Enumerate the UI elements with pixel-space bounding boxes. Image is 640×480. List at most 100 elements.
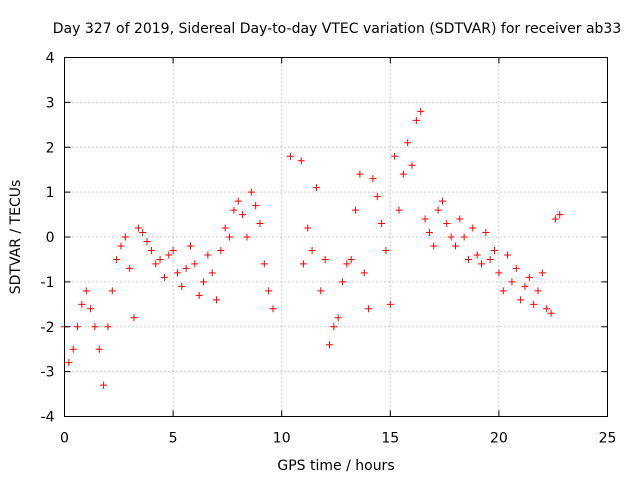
data-point-marker xyxy=(230,206,238,214)
data-point-marker xyxy=(191,260,199,268)
y-axis-label: SDTVAR / TECUs xyxy=(8,180,24,295)
data-point-marker xyxy=(543,305,551,313)
data-point-marker xyxy=(182,264,190,272)
x-tick-label: 0 xyxy=(60,431,69,447)
data-point-marker xyxy=(260,260,268,268)
data-point-marker xyxy=(464,255,472,263)
x-tick-label: 15 xyxy=(381,431,399,447)
data-point-marker xyxy=(373,193,381,201)
data-point-marker xyxy=(208,269,216,277)
data-point-marker xyxy=(152,260,160,268)
data-point-marker xyxy=(239,211,247,219)
data-point-marker xyxy=(365,305,373,313)
data-point-marker xyxy=(547,309,555,317)
data-point-marker xyxy=(317,287,325,295)
data-point-marker xyxy=(87,305,95,313)
data-point-marker xyxy=(517,296,525,304)
data-point-marker xyxy=(443,220,451,228)
data-point-marker xyxy=(143,237,151,245)
data-point-marker xyxy=(130,314,138,322)
data-point-marker xyxy=(438,197,446,205)
data-point-marker xyxy=(165,251,173,259)
data-point-marker xyxy=(495,269,503,277)
data-point-marker xyxy=(486,255,494,263)
data-point-marker xyxy=(195,291,203,299)
data-point-marker xyxy=(404,139,412,147)
data-point-marker xyxy=(538,269,546,277)
data-point-marker xyxy=(91,323,99,331)
data-point-marker xyxy=(169,246,177,254)
y-tick-label: 3 xyxy=(46,95,55,111)
data-point-marker xyxy=(508,278,516,286)
data-point-marker xyxy=(482,229,490,237)
data-point-marker xyxy=(147,246,155,254)
data-point-marker xyxy=(256,220,264,228)
data-point-marker xyxy=(173,269,181,277)
data-point-marker xyxy=(65,359,73,367)
y-tick-label: 1 xyxy=(46,185,55,201)
data-point-marker xyxy=(343,260,351,268)
data-point-marker xyxy=(299,260,307,268)
data-point-marker xyxy=(382,246,390,254)
data-point-marker xyxy=(160,273,168,281)
data-point-marker xyxy=(69,345,77,353)
data-point-marker xyxy=(451,242,459,250)
data-point-marker xyxy=(186,242,194,250)
y-tick-label: -4 xyxy=(41,410,55,426)
y-tick-label: -2 xyxy=(41,320,55,336)
data-point-marker xyxy=(469,224,477,232)
data-point-marker xyxy=(217,246,225,254)
data-point-marker xyxy=(456,215,464,223)
data-point-marker xyxy=(478,260,486,268)
data-point-marker xyxy=(95,345,103,353)
data-point-marker xyxy=(252,202,260,210)
x-tick-label: 10 xyxy=(273,431,291,447)
data-point-marker xyxy=(521,282,529,290)
data-point-marker xyxy=(551,215,559,223)
data-point-marker xyxy=(556,211,564,219)
data-point-marker xyxy=(78,300,86,308)
y-tick-label: -1 xyxy=(41,275,55,291)
data-point-marker xyxy=(391,152,399,160)
data-point-marker xyxy=(134,224,142,232)
grid-lines xyxy=(64,57,608,417)
data-point-marker xyxy=(321,255,329,263)
data-point-marker xyxy=(395,206,403,214)
plot-frame xyxy=(64,57,608,417)
data-point-marker xyxy=(330,323,338,331)
data-point-marker xyxy=(369,175,377,183)
data-point-marker xyxy=(100,381,108,389)
data-point-marker xyxy=(297,157,305,165)
data-point-marker xyxy=(204,251,212,259)
data-point-marker xyxy=(425,229,433,237)
data-point-marker xyxy=(408,161,416,169)
data-point-marker xyxy=(530,300,538,308)
data-point-marker xyxy=(447,233,455,241)
data-point-marker xyxy=(286,152,294,160)
data-point-marker xyxy=(117,242,125,250)
data-point-marker xyxy=(412,116,420,124)
data-point-marker xyxy=(200,278,208,286)
x-tick-label: 5 xyxy=(169,431,178,447)
x-axis-label: GPS time / hours xyxy=(277,458,394,474)
data-point-marker xyxy=(473,251,481,259)
y-tick-label: 4 xyxy=(46,51,55,67)
x-tick-label: 20 xyxy=(490,431,508,447)
data-point-marker xyxy=(304,224,312,232)
chart-title: Day 327 of 2019, Sidereal Day-to-day VTE… xyxy=(53,21,622,37)
data-point-marker xyxy=(352,206,360,214)
data-point-marker xyxy=(178,282,186,290)
data-point-marker xyxy=(434,206,442,214)
data-point-marker xyxy=(139,229,147,237)
data-point-marker xyxy=(499,287,507,295)
data-point-marker xyxy=(417,107,425,115)
data-point-marker xyxy=(534,287,542,295)
data-point-marker xyxy=(378,220,386,228)
data-point-marker xyxy=(491,246,499,254)
data-point-marker xyxy=(325,341,333,349)
data-point-marker xyxy=(356,170,364,178)
data-point-marker xyxy=(421,215,429,223)
data-point-marker xyxy=(347,255,355,263)
data-point-marker xyxy=(121,233,129,241)
